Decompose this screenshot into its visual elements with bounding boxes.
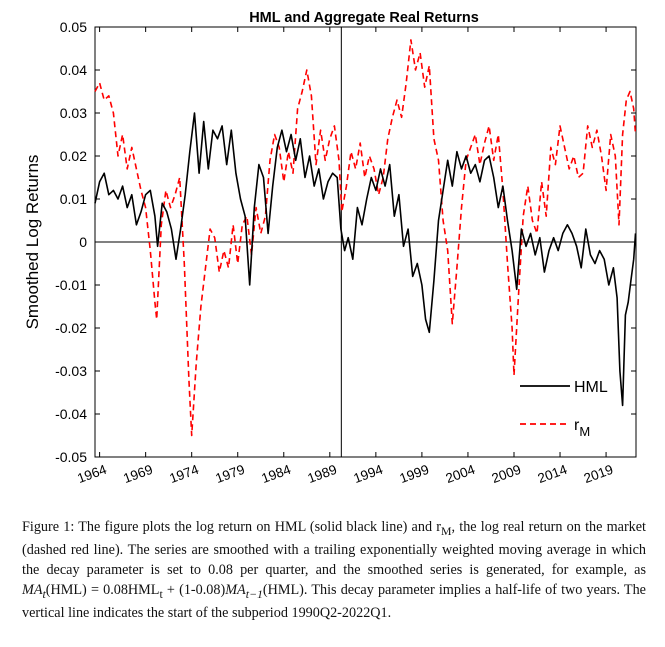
caption-ma2-sub: t−1: [245, 586, 263, 601]
caption-part2: , the log real return on the market (das…: [22, 519, 646, 579]
x-tick-label: 1974: [167, 462, 201, 487]
caption-part5: (HML). This decay parameter implies a ha…: [22, 581, 646, 622]
legend-label-subscript: M: [579, 424, 590, 439]
caption-lead-sub: M: [440, 523, 452, 538]
plot-area: 0.05 0.04 0.03 0.02 0.01 0 -0.01 -0.02 -0.03 -0.0…: [55, 19, 637, 487]
caption-part3: (HML) = 0.08HML: [45, 581, 160, 598]
y-tick-label: 0.04: [60, 62, 87, 78]
series-line-hml: [94, 112, 637, 407]
x-tick-label: 1964: [75, 462, 109, 487]
caption-lead: Figure 1: The figure plots the log retur…: [22, 519, 441, 535]
x-tick-label: 1999: [398, 462, 431, 486]
series-line-rm: [94, 39, 637, 437]
legend-label-hml: HML: [574, 379, 608, 396]
y-axis-label: Smoothed Log Returns: [23, 155, 42, 330]
x-tick-label: 1994: [352, 462, 386, 487]
x-tick-label: 2019: [582, 462, 615, 486]
y-tick-label: 0.05: [60, 19, 87, 35]
x-tick-label: 2009: [490, 462, 523, 486]
y-tick-label: -0.02: [55, 320, 87, 336]
x-tick-label: 1969: [121, 462, 154, 486]
caption-ma2: MA: [225, 581, 246, 598]
caption-ma1-sub: t: [42, 586, 46, 601]
y-tick-label: 0: [79, 234, 87, 250]
x-tick-label: 1979: [213, 462, 246, 486]
x-tick-label: 2004: [444, 462, 478, 487]
y-tick-label: 0.02: [60, 148, 87, 164]
caption-ma1: MA: [22, 581, 43, 598]
y-tick-label: -0.05: [55, 449, 87, 465]
chart-title: HML and Aggregate Real Returns: [249, 10, 479, 26]
caption-part4: + (1-0.08): [162, 581, 226, 598]
legend: HML rM: [520, 379, 608, 439]
x-tick-label: 1984: [259, 462, 293, 487]
y-tick-label: -0.04: [55, 406, 87, 422]
x-tick-label: 2014: [536, 462, 570, 487]
figure-caption: Figure 1: The figure plots the log retur…: [22, 518, 646, 624]
x-tick-label: 1989: [305, 462, 338, 486]
y-tick-label: 0.01: [60, 191, 87, 207]
legend-label-rm: rM: [574, 417, 590, 439]
y-tick-label: 0.03: [60, 105, 87, 121]
y-tick-label: -0.03: [55, 363, 87, 379]
y-tick-label: -0.01: [55, 277, 87, 293]
caption-part3-sub: t: [159, 586, 163, 601]
hml-aggregate-returns-chart: HML and Aggregate Real Returns Smoothed …: [23, 10, 637, 487]
